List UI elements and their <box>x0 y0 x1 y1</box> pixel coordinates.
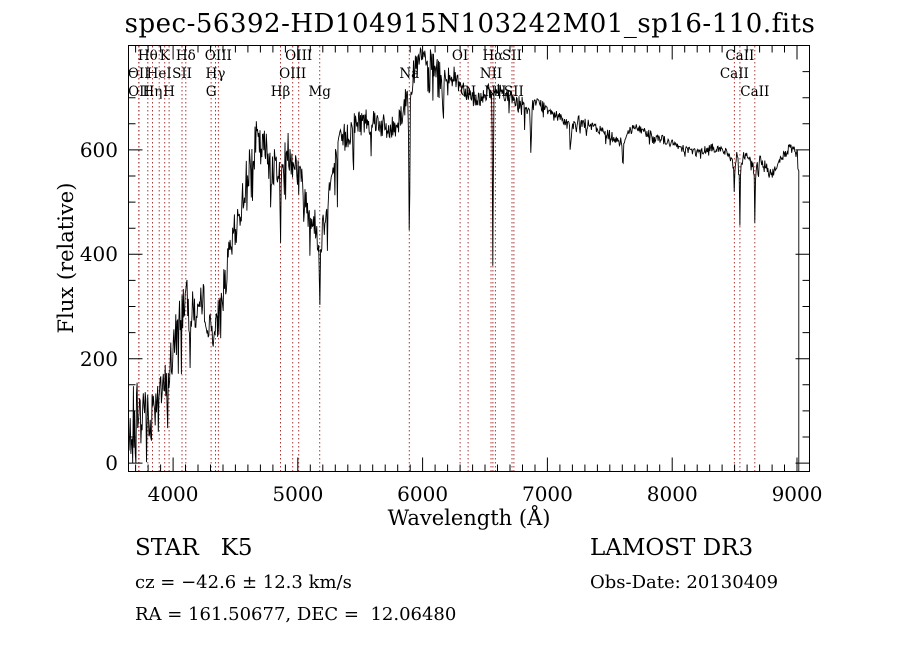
spectral-line-label: SII <box>172 66 192 82</box>
spectral-line-label: Hγ <box>205 66 226 82</box>
spectral-line-label: OII <box>127 66 150 82</box>
spectral-line-label: CaII <box>719 66 749 82</box>
y-tick-label: 600 <box>79 137 118 162</box>
spectral-line-label: NII <box>479 66 503 82</box>
spectral-line-label: Hη <box>142 84 163 100</box>
spectral-line-label: CaII <box>740 84 770 100</box>
spectral-line-label: Hθ <box>137 48 158 64</box>
spectral-line-label: OIII <box>204 48 232 64</box>
spectral-line-label: NII <box>484 84 507 100</box>
x-tick-label: 8000 <box>646 482 698 506</box>
axis-ticks <box>128 45 810 472</box>
radec-annotation: RA = 161.50677, DEC = 12.06480 <box>135 604 457 625</box>
spectral-line-label: Hα <box>482 48 504 64</box>
wavelength-axis-label: Wavelength (Å) <box>387 506 551 530</box>
y-tick-label: 400 <box>79 242 118 267</box>
x-tick-label: 7000 <box>521 482 573 506</box>
cz-annotation: cz = −42.6 ± 12.3 km/s <box>135 572 352 593</box>
spectral-line-markers <box>138 46 756 471</box>
spectrum-trace <box>128 46 800 471</box>
spectral-line-label: K <box>159 48 170 64</box>
spectral-line-label: Mg <box>308 84 331 100</box>
plot-title: spec-56392-HD104915N103242M01_sp16-110.f… <box>124 9 816 39</box>
y-tick-label: 0 <box>105 451 118 476</box>
spectral-line-label: OIII <box>279 66 307 82</box>
spectral-line-label: HeI <box>146 66 172 82</box>
spectral-line-label: H <box>163 84 175 100</box>
x-tick-label: 9000 <box>771 482 823 506</box>
spectral-line-label: CaII <box>725 48 755 64</box>
spectral-line-label: Na <box>399 66 420 82</box>
spectral-line-label: OII <box>128 84 150 100</box>
spectral-line-label: G <box>205 84 217 100</box>
x-tick-label: 4000 <box>147 482 199 506</box>
spectral-line-label: OIII <box>285 48 313 64</box>
x-tick-label: 6000 <box>397 482 449 506</box>
spectral-line-label: Hδ <box>175 48 196 64</box>
spectral-line-label: OI <box>459 84 477 100</box>
spectral-line-label: SII <box>502 48 522 64</box>
spectral-line-label: SII <box>503 84 524 100</box>
survey-annotation: LAMOST DR3 <box>590 535 754 561</box>
spectral-line-label: OI <box>451 48 469 64</box>
y-tick-label: 200 <box>79 346 118 371</box>
class-annotation: STAR K5 <box>135 535 253 561</box>
spectral-line-label: Hβ <box>270 84 291 100</box>
x-tick-label: 5000 <box>272 482 324 506</box>
plot-frame <box>128 45 810 472</box>
obsdate-annotation: Obs-Date: 20130409 <box>590 572 779 593</box>
